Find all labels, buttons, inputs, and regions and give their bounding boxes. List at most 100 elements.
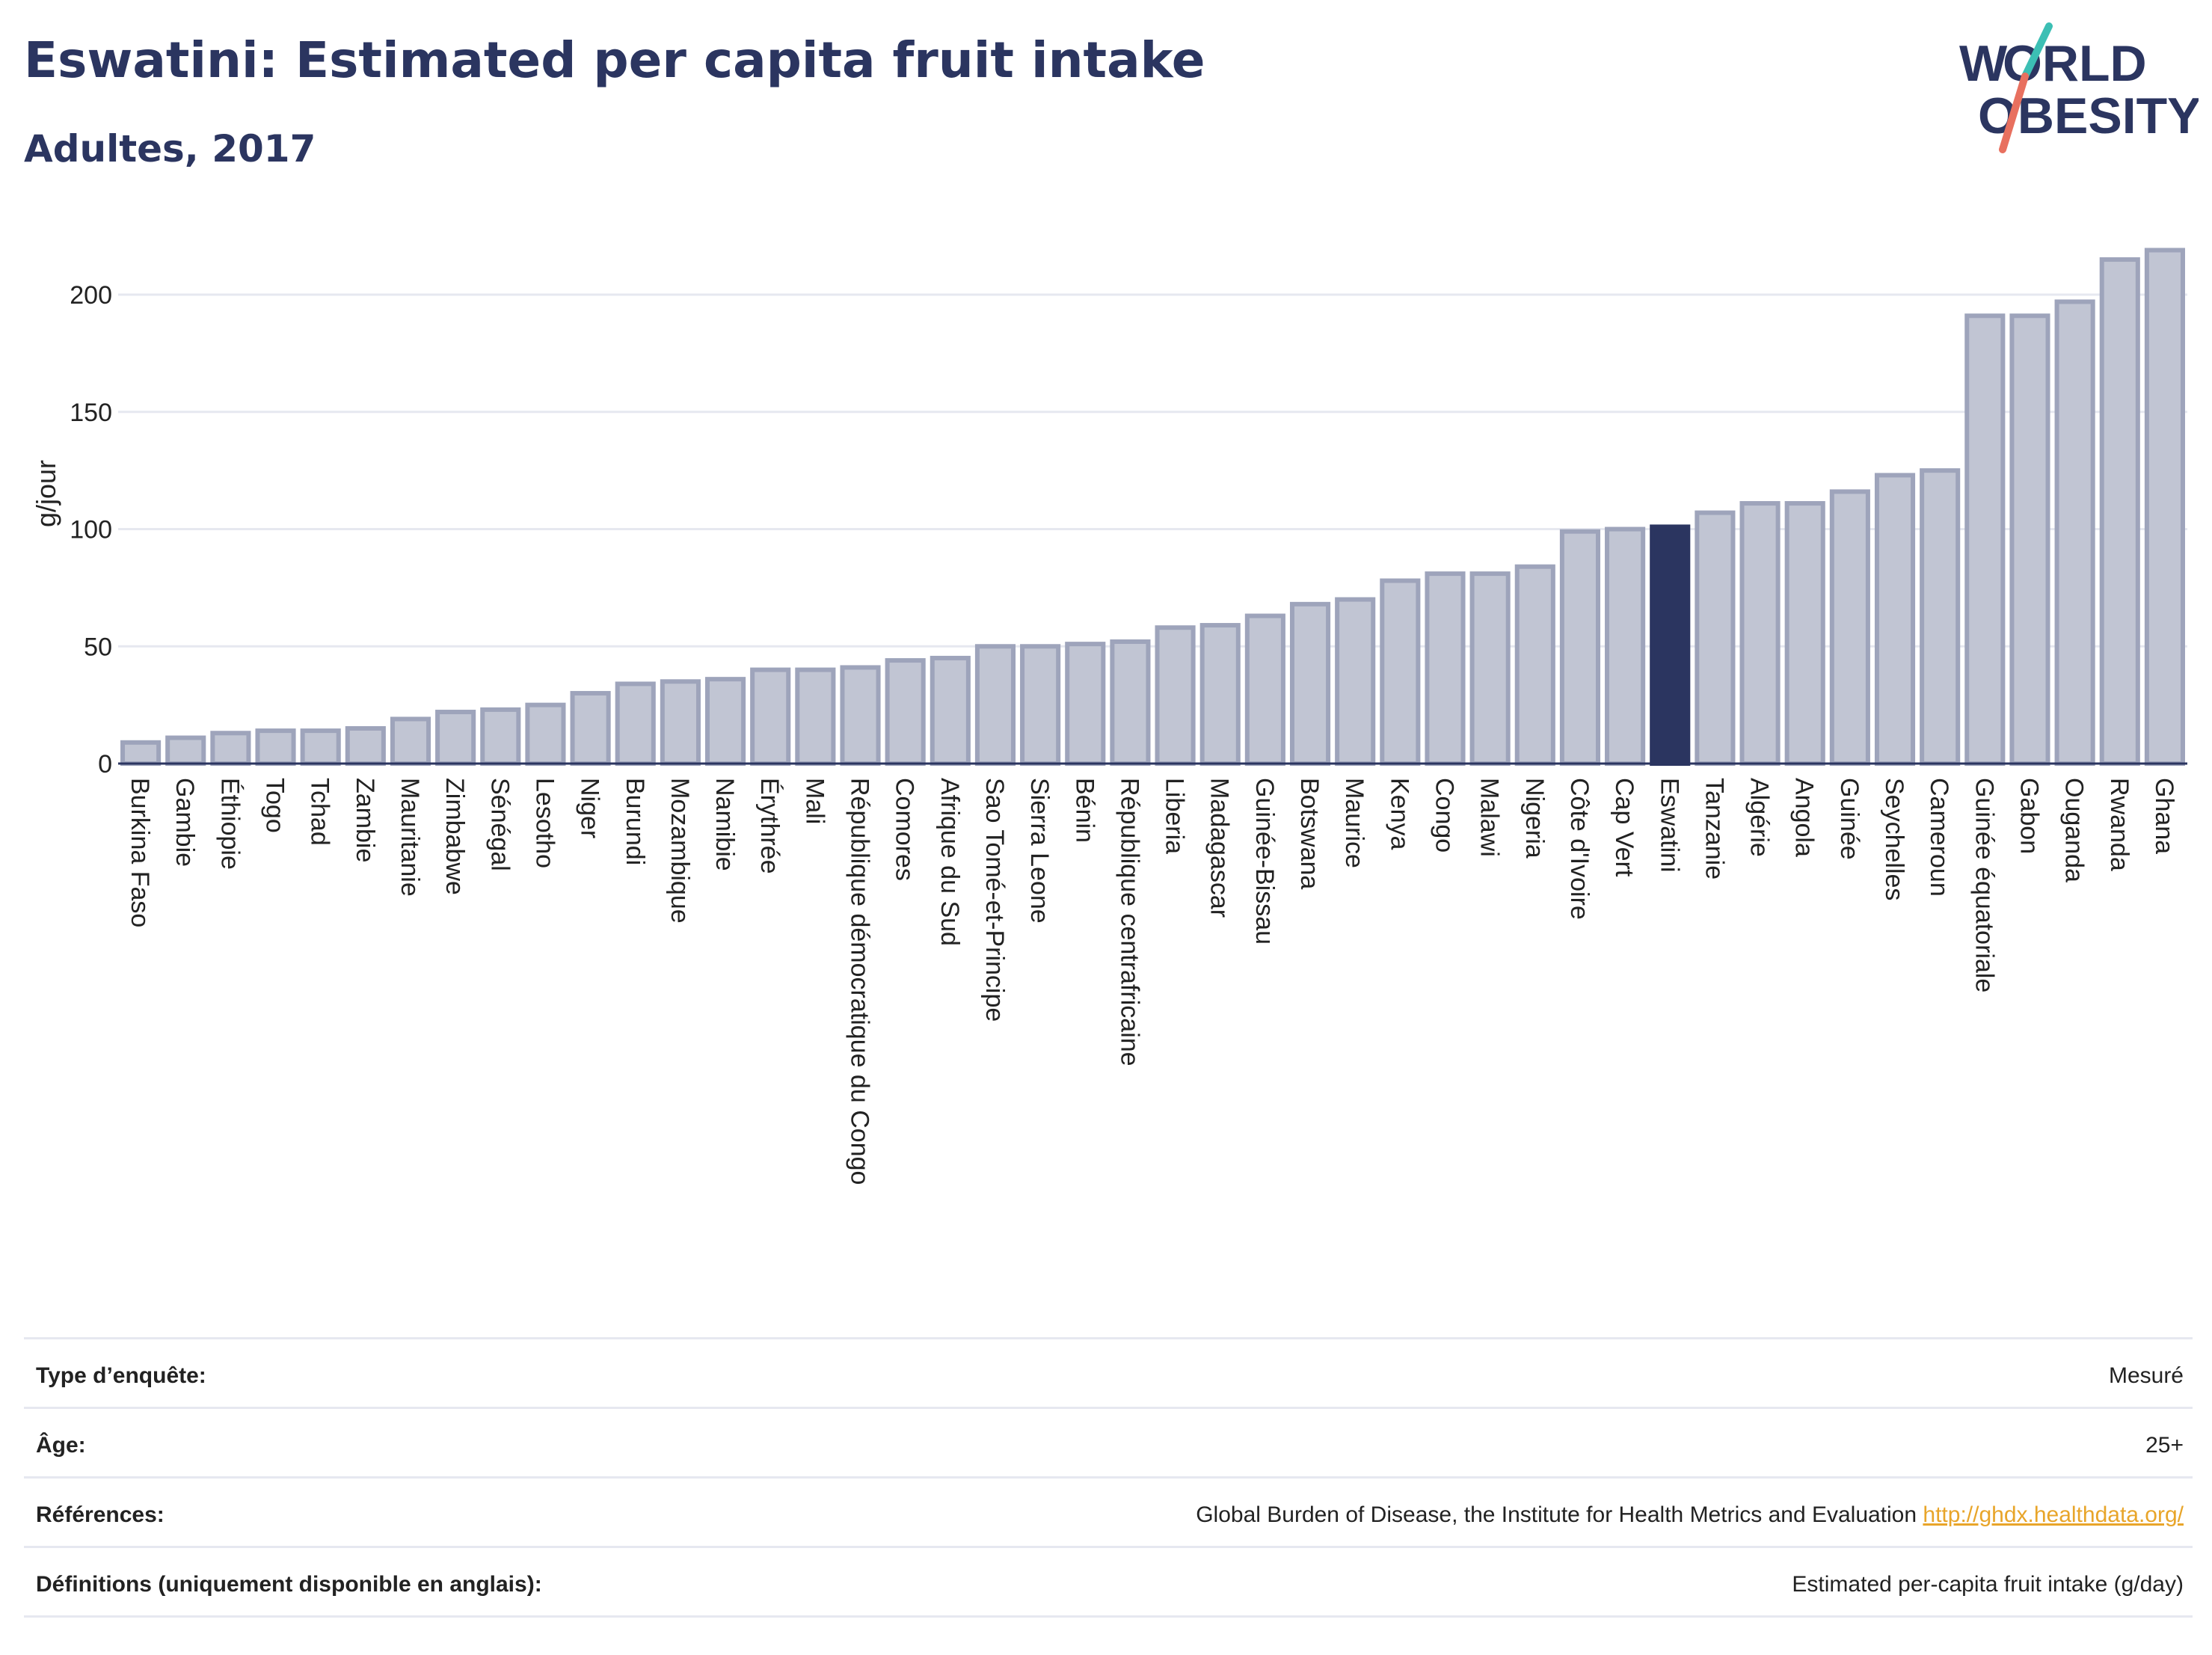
bar-namibie (704, 677, 746, 766)
bar-mozambique (660, 679, 701, 766)
bar-ghana (2144, 248, 2185, 766)
info-row-definitions: Définitions (uniquement disponible en an… (24, 1546, 2193, 1618)
y-axis-ticks: 0 50 100 150 200 (70, 281, 112, 779)
bar-b-nin (1065, 642, 1106, 767)
bar-nigeria (1514, 564, 1555, 767)
y-tick-label: 50 (84, 633, 112, 661)
x-tick-label: Congo (1430, 778, 1458, 853)
bar-guin-e (1829, 489, 1870, 767)
bar-r-publique-centrafricaine (1110, 639, 1151, 767)
x-tick-label: Guinée équatoriale (1970, 778, 1998, 992)
info-value-container: Global Burden of Disease, the Institute … (1196, 1499, 2184, 1531)
bar-comores (885, 658, 926, 767)
bar-cap-vert (1605, 526, 1646, 766)
reference-text: Global Burden of Disease, the Institute … (1196, 1502, 1917, 1527)
x-tick-label: Tanzanie (1700, 778, 1728, 879)
bar-guin-e-quatoriale (1964, 313, 2006, 766)
x-tick-label: Rwanda (2105, 778, 2133, 871)
x-tick-label: Éthiopie (215, 778, 244, 870)
x-tick-label: Togo (261, 778, 289, 833)
bar--rythr-e (750, 667, 791, 767)
x-tick-label: Bénin (1070, 778, 1099, 843)
x-tick-label: Zambie (351, 778, 379, 862)
info-label: Définitions (uniquement disponible en an… (36, 1572, 542, 1597)
bar-gabon (2009, 313, 2050, 766)
bar--thiopie (210, 731, 251, 766)
info-row-references: Références: Global Burden of Disease, th… (24, 1476, 2193, 1546)
bar-congo (1425, 571, 1466, 766)
x-tick-label: Kenya (1385, 778, 1413, 850)
bar-malawi (1469, 571, 1511, 766)
x-tick-label: Sao Tomé-et-Principe (980, 778, 1009, 1022)
bar-liberia (1155, 625, 1196, 767)
x-tick-label: Mauritanie (396, 778, 424, 897)
bar-mali (795, 667, 836, 767)
bar-sierra-leone (1020, 644, 1061, 766)
bar-chart: 0 50 100 150 200 Burkina Faso Gambie Éthiopie T… (31, 248, 2187, 1185)
x-tick-label: Niger (576, 778, 604, 838)
x-tick-label: Eswatini (1655, 778, 1683, 873)
chart-title: Eswatini: Estimated per capita fruit int… (24, 31, 1205, 89)
y-tick-label: 200 (70, 281, 112, 310)
x-tick-label: Angola (1790, 778, 1819, 857)
x-tick-label: Guinée-Bissau (1250, 778, 1279, 945)
x-tick-label: Burkina Faso (126, 778, 154, 927)
x-tick-label: Guinée (1835, 778, 1864, 860)
x-tick-label: Cameroun (1925, 778, 1953, 897)
bar-ouganda (2054, 299, 2095, 766)
y-axis-label: g/jour (31, 460, 61, 527)
x-tick-label: Cap Vert (1610, 778, 1638, 877)
x-tick-label: République démocratique du Congo (846, 778, 874, 1185)
bar-tanzanie (1695, 510, 1736, 766)
svg-text:W: W (1959, 35, 2008, 92)
bar-seychelles (1874, 473, 1916, 766)
x-tick-label: Madagascar (1205, 778, 1234, 918)
bar-r-publique-d-mocratique-du-congo (840, 665, 881, 767)
bar-botswana (1289, 601, 1331, 766)
x-tick-label: République centrafricaine (1115, 778, 1143, 1066)
x-tick-label: Liberia (1161, 778, 1189, 854)
x-tick-label: Namibie (710, 778, 739, 871)
bar-eswatini (1650, 524, 1691, 766)
bar-angola (1784, 501, 1825, 766)
chart-subtitle: Adultes, 2017 (24, 127, 316, 171)
x-tick-label: Ouganda (2060, 778, 2089, 882)
info-label: Type d’enquête: (36, 1363, 206, 1388)
info-value: Mesuré (2108, 1363, 2184, 1388)
bar-kenya (1380, 578, 1421, 766)
info-value: 25+ (2145, 1433, 2184, 1458)
bar-zimbabwe (435, 710, 476, 767)
info-value: Estimated per-capita fruit intake (g/day… (1792, 1572, 2184, 1597)
x-tick-label: Comores (891, 778, 919, 881)
info-table: Type d’enquête: Mesuré Âge: 25+ Référenc… (24, 1337, 2193, 1618)
bar-togo (255, 728, 296, 766)
bar-alg-rie (1739, 501, 1781, 766)
bar-madagascar (1199, 623, 1241, 767)
bar-zambie (345, 725, 386, 767)
reference-link[interactable]: http://ghdx.healthdata.org/ (1923, 1502, 2184, 1527)
bar-tchad (300, 728, 341, 766)
world-obesity-logo: W ORLD OBESITY (1959, 22, 2199, 153)
x-tick-label: Sénégal (485, 778, 514, 871)
bar-niger (570, 690, 611, 767)
bar-s-n-gal (480, 707, 521, 767)
y-tick-label: 100 (70, 516, 112, 544)
info-row-age: Âge: 25+ (24, 1407, 2193, 1476)
info-label: Références: (36, 1502, 165, 1527)
x-tick-label: Zimbabwe (440, 778, 469, 895)
x-tick-label: Sierra Leone (1025, 778, 1054, 924)
x-tick-label: Érythrée (755, 778, 784, 874)
x-tick-label: Malawi (1475, 778, 1504, 857)
info-label: Âge: (36, 1433, 86, 1458)
bar-burkina-faso (120, 740, 162, 766)
bar-mauritanie (390, 716, 431, 767)
bar-c-te-d-ivoire (1559, 529, 1601, 766)
x-axis-labels: Burkina Faso Gambie Éthiopie Togo Tchad Zambi… (126, 778, 2178, 1185)
x-tick-label: Botswana (1295, 778, 1324, 889)
x-tick-label: Tchad (306, 778, 334, 846)
info-row-survey-type: Type d’enquête: Mesuré (24, 1337, 2193, 1407)
y-tick-label: 150 (70, 399, 112, 427)
x-tick-label: Burundi (621, 778, 649, 865)
bar-cameroun (1920, 468, 1961, 766)
x-tick-label: Ghana (2150, 778, 2178, 854)
